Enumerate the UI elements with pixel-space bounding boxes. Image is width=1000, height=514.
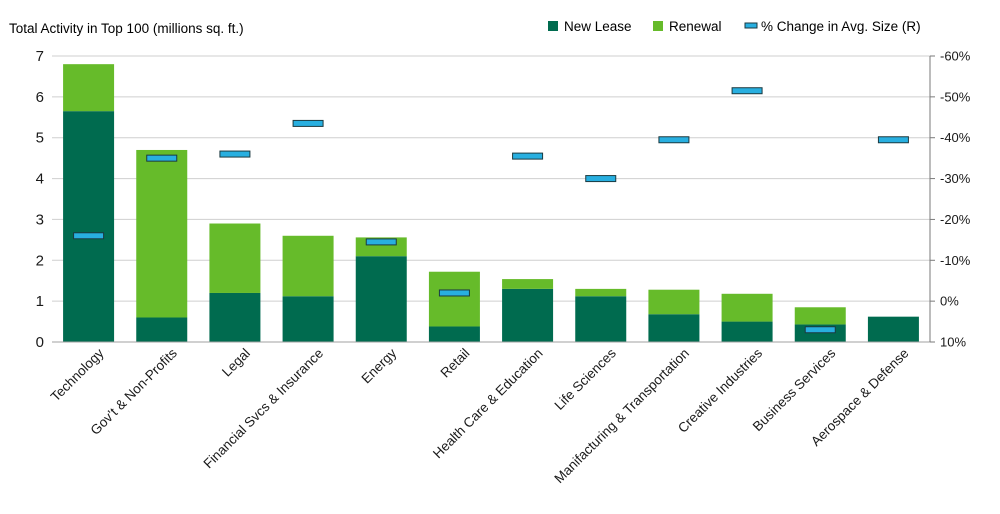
legend-label: % Change in Avg. Size (R)	[761, 19, 921, 34]
bar-new-lease	[721, 321, 773, 342]
pct-change-marker	[804, 326, 836, 334]
y-left-tick-label: 6	[36, 89, 44, 106]
pct-change-marker	[731, 87, 763, 95]
bar-renewal	[794, 307, 846, 325]
y-left-tick-label: 5	[36, 130, 44, 147]
y-right-tick-label: -10%	[940, 253, 971, 268]
y-left-tick-label: 3	[36, 211, 44, 228]
axes: 0 1 2 3 4 5 6 7 10% 0% -10% -20% -30% -40% -50% -60%	[36, 48, 971, 351]
bar-new-lease	[502, 288, 554, 342]
y-left-tick-label: 0	[36, 334, 44, 351]
bar-new-lease	[575, 296, 627, 342]
y-left-tick-label: 2	[36, 252, 44, 269]
y-right-tick-label: -50%	[940, 89, 971, 104]
y-right-tick-label: 10%	[940, 335, 966, 350]
y-right-tick-label: 0%	[940, 294, 959, 309]
bar-new-lease	[648, 314, 700, 342]
bar-new-lease	[355, 256, 407, 342]
bar-new-lease	[209, 292, 261, 342]
bar-new-lease	[63, 111, 115, 343]
legend-marker	[744, 22, 758, 29]
y-right-tick-label: -40%	[940, 130, 971, 145]
category-label: Energy	[359, 345, 400, 386]
bar-renewal	[282, 235, 334, 297]
bar-new-lease	[136, 317, 188, 342]
bar-new-lease	[867, 316, 919, 342]
legend: New Lease Renewal % Change in Avg. Size (R…	[548, 19, 921, 34]
pct-change-marker	[585, 175, 617, 183]
pct-change-marker	[73, 232, 105, 240]
bar-renewal	[721, 293, 773, 322]
bar-renewal	[63, 64, 115, 112]
y-left-tick-label: 1	[36, 293, 44, 310]
category-label: Retail	[438, 346, 473, 381]
bar-renewal	[136, 149, 188, 318]
y-right-tick-label: -60%	[940, 49, 971, 64]
bar-renewal	[209, 223, 261, 293]
category-label: Life Sciences	[551, 345, 619, 413]
legend-label: Renewal	[669, 19, 722, 34]
bar-new-lease	[428, 326, 480, 342]
pct-change-marker	[219, 150, 251, 158]
y-right-tick-label: -30%	[940, 171, 971, 186]
pct-change-marker	[658, 136, 690, 144]
bars	[63, 64, 919, 343]
legend-swatch	[653, 21, 663, 31]
category-label: Technology	[48, 345, 107, 404]
chart-title: Total Activity in Top 100 (millions sq. …	[9, 21, 244, 36]
y-left-tick-label: 7	[36, 48, 44, 65]
bar-renewal	[575, 288, 627, 297]
gridlines	[52, 55, 930, 302]
pct-change-marker	[438, 289, 470, 297]
pct-change-marker	[877, 136, 909, 144]
pct-change-marker	[512, 152, 544, 160]
pct-change-marker	[146, 154, 178, 162]
bar-renewal	[648, 289, 700, 315]
legend-label: New Lease	[564, 19, 632, 34]
pct-change-marker	[292, 119, 324, 127]
y-left-tick-label: 4	[36, 171, 44, 188]
pct-change-marker	[365, 238, 397, 246]
legend-swatch	[548, 21, 558, 31]
category-label: Manifacturing & Transportation	[551, 346, 692, 487]
bar-new-lease	[282, 296, 334, 342]
markers	[73, 87, 909, 334]
bar-renewal	[502, 279, 554, 289]
category-label: Legal	[219, 346, 253, 380]
y-right-tick-label: -20%	[940, 212, 971, 227]
category-label: Financial Svcs & Insurance	[200, 346, 326, 472]
bar-renewal	[428, 271, 480, 327]
